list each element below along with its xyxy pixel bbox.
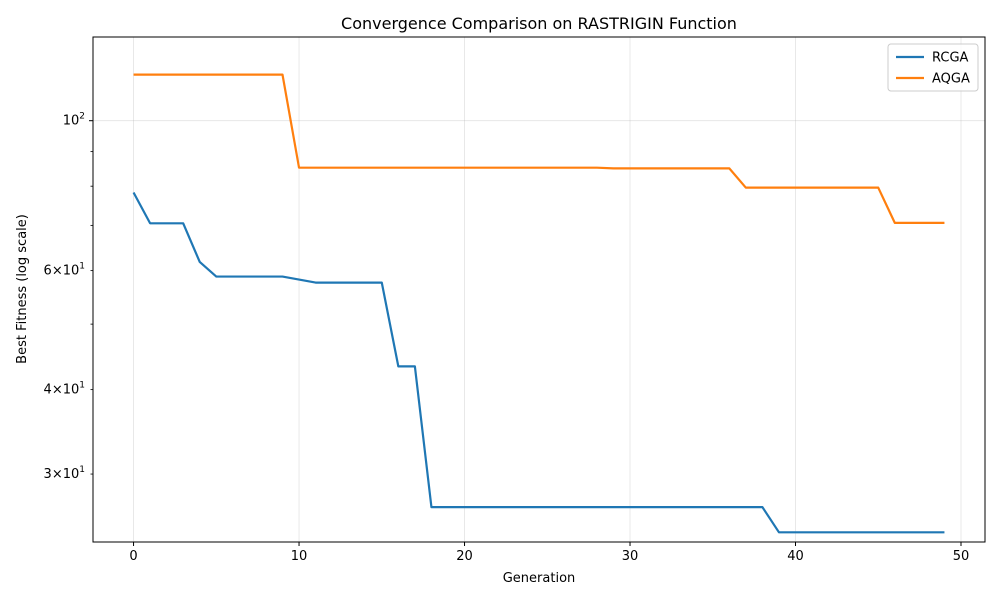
- y-tick-label: 102: [63, 112, 85, 129]
- x-tick-label: 50: [953, 549, 970, 564]
- legend-label-rcga: RCGA: [932, 51, 969, 66]
- x-tick-label: 40: [787, 549, 804, 564]
- series-line-rcga: [132, 191, 945, 534]
- y-tick-label: 4×101: [44, 381, 85, 398]
- axis-ticks: 0 10 20 30 40 50 102 3×101 4×101 6×101: [44, 112, 970, 564]
- legend-box: [887, 43, 979, 92]
- x-tick-label: 0: [129, 549, 137, 564]
- legend-label-aqga: AQGA: [932, 72, 970, 87]
- x-axis-label: Generation: [503, 571, 576, 586]
- plot-lines: [132, 73, 945, 534]
- legend: RCGA AQGA: [887, 43, 979, 92]
- x-tick-label: 10: [291, 549, 308, 564]
- series-line-aqga: [133, 73, 945, 224]
- y-tick-label: 3×101: [44, 465, 85, 482]
- grid: [93, 37, 985, 542]
- y-axis-label: Best Fitness (log scale): [15, 214, 30, 364]
- x-tick-label: 20: [456, 549, 473, 564]
- chart-title: Convergence Comparison on RASTRIGIN Func…: [341, 14, 737, 33]
- y-tick-label: 6×101: [44, 262, 85, 279]
- x-tick-label: 30: [622, 549, 639, 564]
- plot-frame: [92, 36, 986, 543]
